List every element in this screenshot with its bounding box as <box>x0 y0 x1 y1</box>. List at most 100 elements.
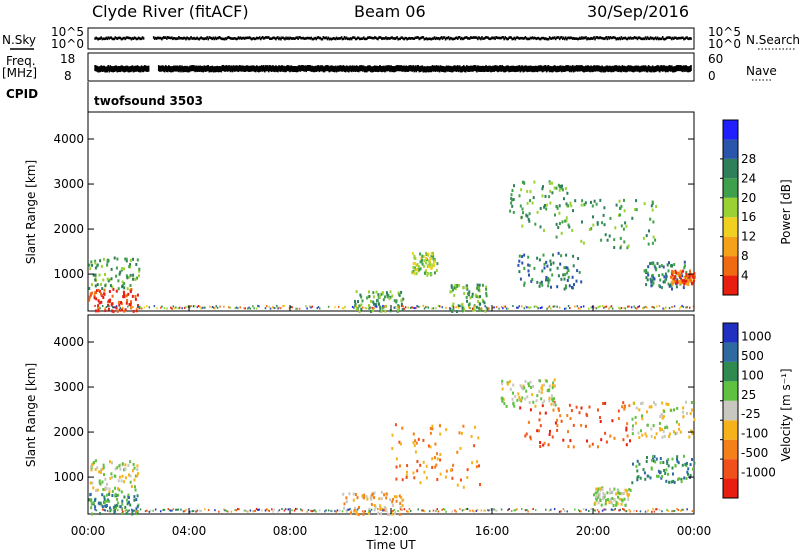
echo-cell <box>197 305 200 307</box>
echo-cell <box>550 508 552 511</box>
nsky-sample <box>587 37 589 40</box>
nsky-sample <box>673 37 675 40</box>
echo-cell <box>671 466 674 470</box>
nsky-sample <box>346 37 349 41</box>
echo-cell <box>470 435 473 438</box>
freq-sample <box>542 65 545 72</box>
echo-cell <box>136 464 139 468</box>
echo-cell <box>586 439 588 443</box>
echo-cell <box>412 441 415 445</box>
echo-cell <box>654 460 657 464</box>
echo-cell <box>635 510 638 512</box>
freq-sample <box>577 65 579 72</box>
nsky-sample <box>331 37 334 41</box>
freq-sample <box>636 65 639 72</box>
echo-cell <box>609 491 612 495</box>
x-tick-label: 00:00 <box>71 524 106 538</box>
echo-cell <box>553 378 556 382</box>
echo-cell <box>401 426 404 430</box>
freq-sample <box>224 65 227 72</box>
freq-sample <box>611 65 614 72</box>
freq-sample <box>535 65 538 72</box>
echo-cell <box>641 401 644 405</box>
freq-sample <box>313 66 316 73</box>
freq-sample <box>502 65 504 72</box>
freq-sample <box>527 65 530 72</box>
nsky-sample <box>679 36 681 40</box>
freq-sample <box>608 65 611 72</box>
nsky-sample <box>231 37 234 40</box>
echo-cell <box>652 220 655 224</box>
echo-cell <box>365 307 368 310</box>
echo-cell <box>474 293 477 297</box>
freq-sample <box>388 65 390 72</box>
echo-cell <box>487 509 489 512</box>
nsky-sample <box>522 37 525 40</box>
echo-cell <box>314 509 316 512</box>
echo-cell <box>639 476 642 480</box>
echo-cell <box>552 305 555 308</box>
freq-sample <box>320 65 323 72</box>
echo-cell <box>543 228 545 232</box>
nsky-sample <box>315 37 318 41</box>
freq-sample <box>560 66 563 73</box>
echo-cell <box>624 509 627 512</box>
nsky-sample <box>269 37 271 41</box>
freq-sample <box>423 66 426 73</box>
echo-cell <box>572 445 575 449</box>
freq-sample <box>492 65 494 72</box>
echo-cell <box>354 304 357 308</box>
echo-cell <box>113 509 115 512</box>
echo-cell <box>539 424 542 428</box>
freq-sample <box>195 65 197 72</box>
nsky-sample <box>603 37 605 41</box>
echo-cell <box>394 423 397 427</box>
nsky-sample <box>115 36 118 40</box>
freq-sample <box>339 65 342 72</box>
nsky-sample <box>160 37 163 41</box>
freq-sample <box>653 66 656 73</box>
echo-cell <box>512 210 515 214</box>
y-tick-label: 1000 <box>53 267 84 281</box>
freq-sample <box>118 66 121 73</box>
echo-cell <box>572 209 574 213</box>
echo-cell <box>492 306 494 309</box>
echo-cell <box>682 454 685 458</box>
echo-cell <box>254 509 257 512</box>
echo-cell <box>536 306 538 308</box>
echo-cell <box>529 199 531 203</box>
echo-cell <box>273 508 276 511</box>
echo-cell <box>466 476 469 479</box>
echo-cell <box>138 269 141 273</box>
freq-sample <box>249 65 252 72</box>
echo-cell <box>171 307 173 310</box>
nsky-sample <box>287 36 289 40</box>
echo-cell <box>523 386 526 390</box>
freq-sample <box>478 65 480 72</box>
nsky-sample <box>233 36 236 40</box>
freq-sample <box>212 66 215 73</box>
echo-cell <box>283 304 286 307</box>
echo-cell <box>432 257 435 261</box>
echo-cell <box>478 306 480 310</box>
nsky-sample <box>536 36 539 40</box>
echo-cell <box>348 492 351 496</box>
nsky-sample <box>322 36 325 39</box>
nsky-sample <box>105 36 108 40</box>
echo-cell <box>88 287 91 290</box>
echo-cell <box>670 275 672 279</box>
nsky-sample <box>678 36 680 40</box>
nsky-sample <box>310 36 313 40</box>
freq-sample <box>383 65 385 72</box>
echo-cell <box>435 463 438 467</box>
freq-sample <box>100 65 102 72</box>
echo-cell <box>108 487 111 491</box>
echo-cell <box>119 467 122 471</box>
echo-cell <box>136 293 139 297</box>
power-panel <box>87 111 695 312</box>
echo-cell <box>548 388 551 392</box>
nsky-sample <box>304 37 306 40</box>
echo-cell <box>113 256 116 260</box>
nsky-sample <box>334 37 337 41</box>
echo-cell <box>642 468 645 472</box>
